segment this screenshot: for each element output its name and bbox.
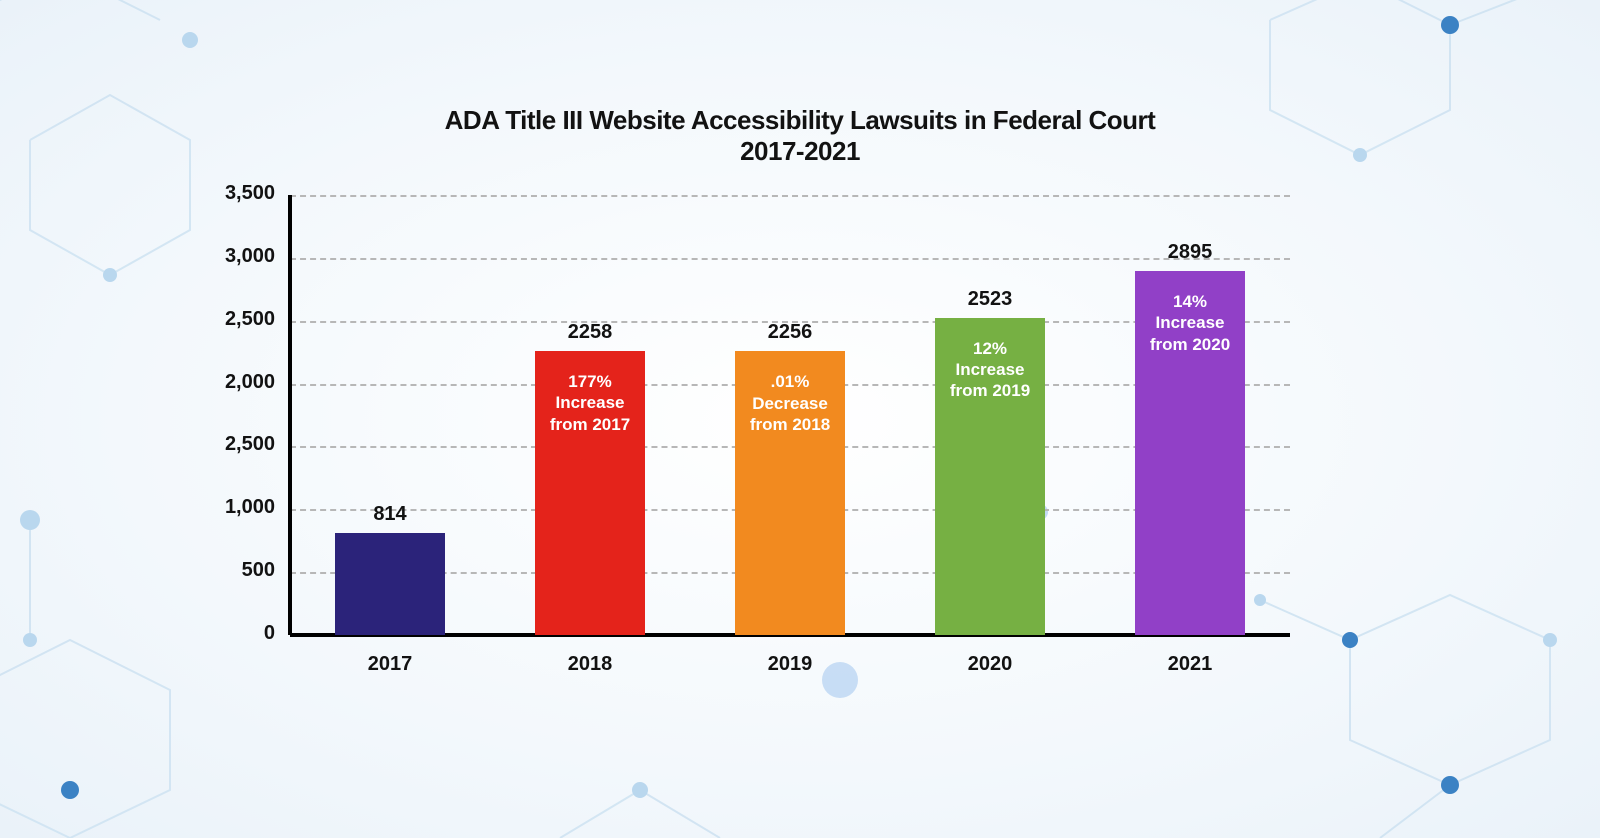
- x-tick-label: 2019: [690, 653, 890, 676]
- bar-annotation: 12%Increasefrom 2019: [935, 338, 1045, 402]
- y-axis: [288, 195, 292, 635]
- y-tick-label: 3,500: [195, 182, 275, 205]
- y-tick-label: 500: [195, 559, 275, 582]
- y-tick-label: 0: [195, 622, 275, 645]
- bar-value-label: 2523: [935, 288, 1045, 311]
- bar-value-label: 814: [335, 503, 445, 526]
- bar-annotation: 14%Increasefrom 2020: [1135, 291, 1245, 355]
- x-tick-label: 2017: [290, 653, 490, 676]
- bar-annotation: .01%Decreasefrom 2018: [735, 371, 845, 435]
- x-tick-label: 2021: [1090, 653, 1290, 676]
- plot-area: 05001,0002,5002,0002,5003,0003,500814201…: [290, 195, 1290, 635]
- grid-line: [290, 195, 1290, 197]
- bar-value-label: 2258: [535, 321, 645, 344]
- chart-title-line2: 2017-2021: [0, 136, 1600, 167]
- y-tick-label: 2,000: [195, 371, 275, 394]
- x-tick-label: 2020: [890, 653, 1090, 676]
- bar-annotation: 177%Increasefrom 2017: [535, 371, 645, 435]
- y-tick-label: 1,000: [195, 496, 275, 519]
- chart-canvas: ADA Title III Website Accessibility Laws…: [0, 0, 1600, 838]
- y-tick-label: 3,000: [195, 245, 275, 268]
- x-tick-label: 2018: [490, 653, 690, 676]
- y-tick-label: 2,500: [195, 433, 275, 456]
- chart-title-line1: ADA Title III Website Accessibility Laws…: [0, 105, 1600, 136]
- bar-value-label: 2256: [735, 321, 845, 344]
- bar: [335, 533, 445, 635]
- y-tick-label: 2,500: [195, 308, 275, 331]
- chart-title: ADA Title III Website Accessibility Laws…: [0, 105, 1600, 167]
- bar-value-label: 2895: [1135, 241, 1245, 264]
